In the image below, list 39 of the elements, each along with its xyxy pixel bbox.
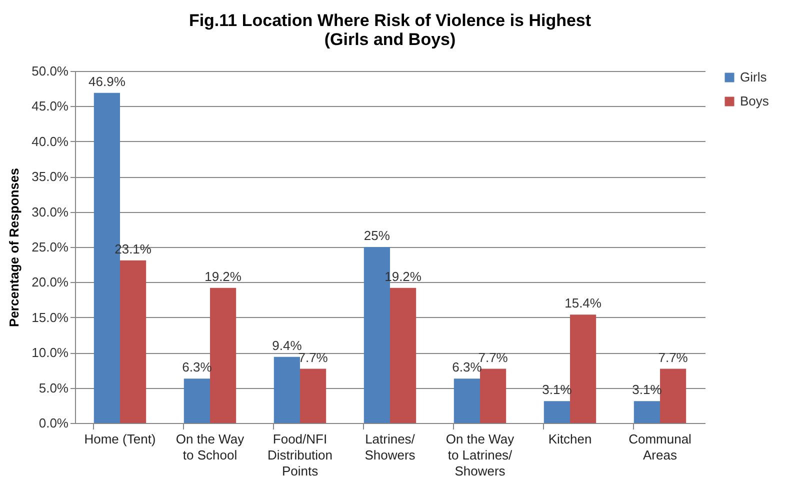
y-axis-title: Percentage of Responses: [6, 168, 22, 327]
bar: [184, 378, 210, 423]
bar: [634, 401, 660, 423]
x-tick-label: Food/NFI Distribution Points: [267, 432, 333, 478]
y-tick-label: 15.0%: [32, 310, 69, 325]
x-tick-label: Kitchen: [548, 432, 592, 446]
y-tick-label: 35.0%: [32, 169, 69, 184]
y-tick-label: 45.0%: [32, 98, 69, 114]
bar: [544, 401, 570, 423]
bar: [570, 314, 596, 423]
data-label: 25%: [364, 228, 390, 243]
y-tick-label: 40.0%: [32, 134, 69, 149]
bar: [454, 378, 480, 423]
y-tick-label: 10.0%: [32, 345, 69, 360]
data-label: 15.4%: [564, 296, 602, 311]
x-tick-label: On the Way to School: [176, 432, 245, 462]
x-tick-label: Home (Tent): [84, 432, 156, 446]
y-tick-label: 20.0%: [32, 274, 69, 290]
y-tick-label: 5.0%: [38, 380, 69, 396]
bar: [660, 368, 686, 423]
x-tick-label: Latrines/ Showers: [364, 432, 416, 462]
bar: [480, 368, 506, 423]
bar: [210, 288, 236, 423]
y-tick-label: 25.0%: [32, 240, 69, 254]
data-label: 7.7%: [658, 350, 688, 365]
chart-title: Fig.11 Location Where Risk of Violence is Highest (Girls and Boys): [188, 11, 592, 49]
legend-label: Boys: [740, 94, 770, 108]
bar: [390, 288, 416, 423]
y-tick-label: 0.0%: [38, 416, 69, 430]
y-tick-label: 50.0%: [32, 64, 69, 78]
data-label: 46.9%: [88, 74, 126, 89]
bar: [120, 260, 146, 423]
bar: [274, 356, 300, 423]
x-tick-label: Communal Areas: [628, 432, 692, 462]
data-label: 19.2%: [204, 268, 242, 284]
x-tick-label: On the Way to Latrines/ Showers: [446, 432, 515, 478]
legend-label: Girls: [740, 70, 768, 84]
y-tick-label: 30.0%: [32, 204, 69, 220]
bar: [300, 368, 326, 423]
